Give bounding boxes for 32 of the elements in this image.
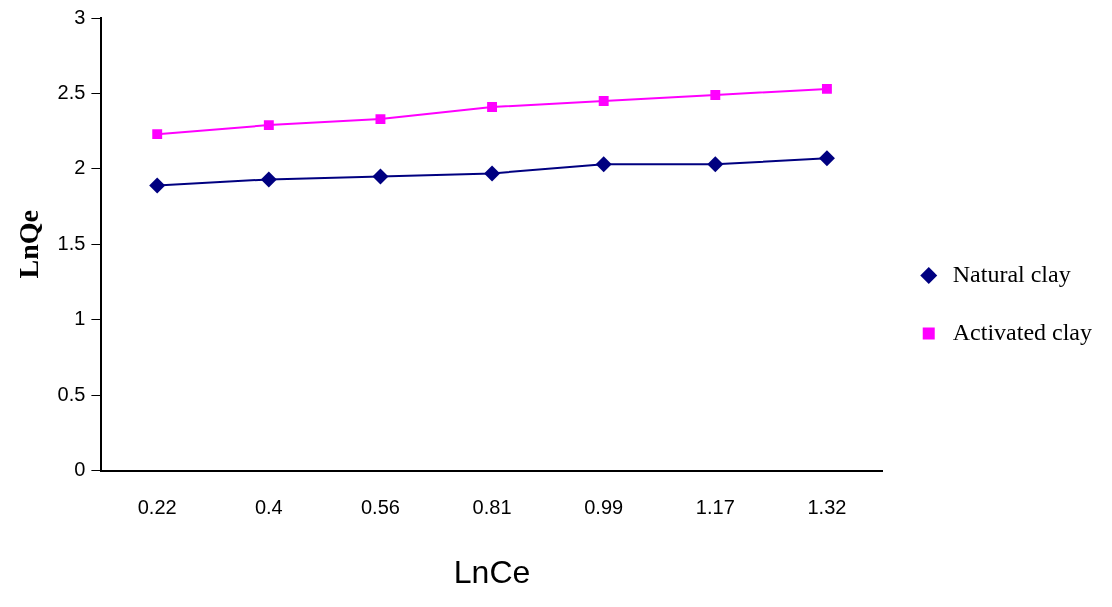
x-tick-label: 0.99 [584,496,624,519]
point [707,156,724,173]
point [821,83,832,94]
x-tick-label: 1.32 [807,496,847,519]
y-axis-title: LnQe [13,210,45,279]
point [598,96,609,106]
point [710,89,721,100]
x-tick-label: 1.17 [695,496,735,519]
y-tick-label: 0 [74,458,86,481]
y-tick-label: 3 [74,5,86,28]
x-tick-label: 0.56 [360,496,400,519]
x-tick-label: 0.81 [472,496,512,519]
y-tick-label: 2.5 [57,80,86,103]
point [372,168,389,185]
legend-label: Natural clay [952,260,1071,287]
legend-label: Activated clay [952,318,1092,345]
y-tick-label: 2 [74,156,86,179]
point [152,129,163,140]
point [149,177,166,194]
x-axis-title: LnCe [453,553,531,590]
y-tick-label: 0.5 [57,382,86,405]
x-tick-label: 0.4 [254,496,283,519]
point [263,120,274,131]
point [484,165,501,182]
y-tick-label: 1.5 [57,231,86,254]
x-tick-label: 0.22 [137,496,177,519]
point [260,171,277,188]
point [818,150,835,167]
point [375,114,386,125]
point [595,156,612,173]
y-tick-label: 1 [74,307,86,330]
point [487,102,498,112]
